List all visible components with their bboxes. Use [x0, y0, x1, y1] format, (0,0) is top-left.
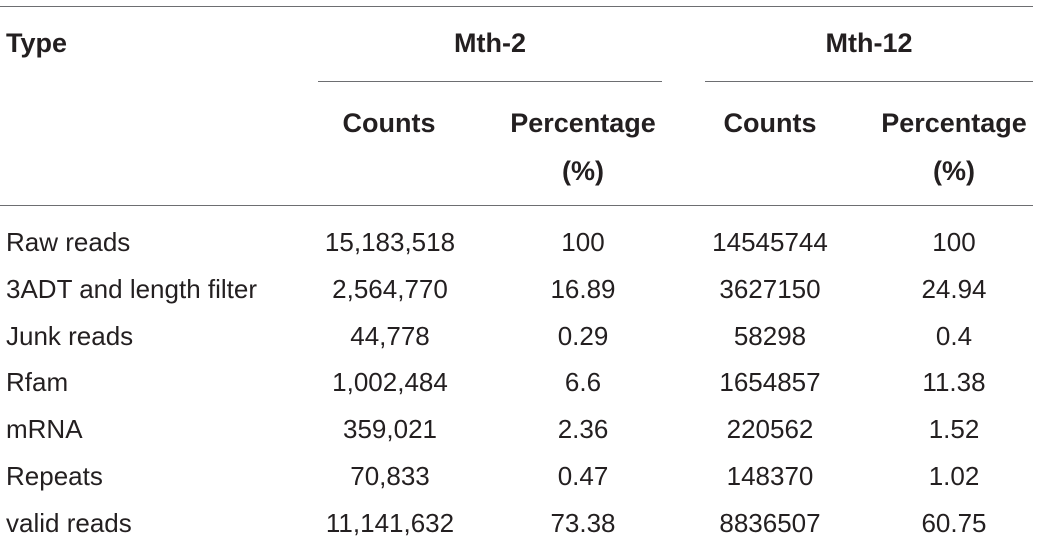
- header-group-mth12: Mth-12: [825, 28, 913, 58]
- header-percentage-unit-mth12: (%): [933, 156, 975, 186]
- row-mth12-percentage: 1.02: [928, 461, 980, 491]
- row-type: 3ADT and length filter: [6, 274, 257, 304]
- row-type: mRNA: [6, 414, 83, 444]
- header-percentage-unit-mth2: (%): [562, 156, 604, 186]
- header-counts-mth2: Counts: [342, 108, 436, 138]
- row-mth12-percentage: 60.75: [921, 508, 987, 538]
- row-mth2-percentage: 0.47: [557, 461, 609, 491]
- row-mth2-percentage: 6.6: [564, 367, 602, 397]
- row-mth2-counts: 70,833: [350, 461, 430, 491]
- row-mth12-percentage: 24.94: [921, 274, 987, 304]
- row-mth2-counts: 1,002,484: [332, 367, 448, 397]
- row-type: Raw reads: [6, 227, 131, 257]
- row-mth12-percentage: 11.38: [922, 367, 986, 397]
- row-mth12-counts: 8836507: [719, 508, 821, 538]
- row-type: Junk reads: [6, 321, 134, 351]
- row-mth12-counts: 58298: [733, 321, 807, 351]
- row-mth2-counts: 2,564,770: [332, 274, 448, 304]
- table-top-rule: [0, 6, 1033, 7]
- header-percentage-mth2: Percentage: [510, 108, 656, 138]
- row-mth2-counts: 44,778: [350, 321, 430, 351]
- row-mth12-percentage: 100: [932, 227, 976, 257]
- group-rule-mth2: [318, 81, 662, 82]
- row-mth2-percentage: 0.29: [557, 321, 609, 351]
- row-mth12-counts: 3627150: [719, 274, 821, 304]
- row-mth12-counts: 14545744: [712, 227, 828, 257]
- header-percentage-mth12: Percentage: [881, 108, 1027, 138]
- header-group-mth2: Mth-2: [454, 28, 526, 58]
- row-mth12-counts: 220562: [726, 414, 814, 444]
- group-rule-mth12: [705, 81, 1033, 82]
- row-mth2-percentage: 16.89: [550, 274, 616, 304]
- row-mth12-percentage: 1.52: [928, 414, 980, 444]
- header-type: Type: [6, 28, 68, 58]
- row-mth2-counts: 11,141,632: [325, 508, 455, 538]
- row-type: valid reads: [6, 508, 132, 538]
- row-type: Rfam: [6, 367, 69, 397]
- row-mth12-counts: 148370: [726, 461, 814, 491]
- row-mth12-counts: 1654857: [719, 367, 821, 397]
- row-mth2-percentage: 100: [561, 227, 605, 257]
- row-mth2-percentage: 2.36: [557, 414, 609, 444]
- row-mth2-percentage: 73.38: [550, 508, 616, 538]
- header-counts-mth12: Counts: [723, 108, 817, 138]
- row-mth2-counts: 359,021: [343, 414, 437, 444]
- row-mth12-percentage: 0.4: [935, 321, 973, 351]
- header-bottom-rule: [0, 205, 1033, 206]
- row-mth2-counts: 15,183,518: [324, 227, 456, 257]
- row-type: Repeats: [6, 461, 103, 491]
